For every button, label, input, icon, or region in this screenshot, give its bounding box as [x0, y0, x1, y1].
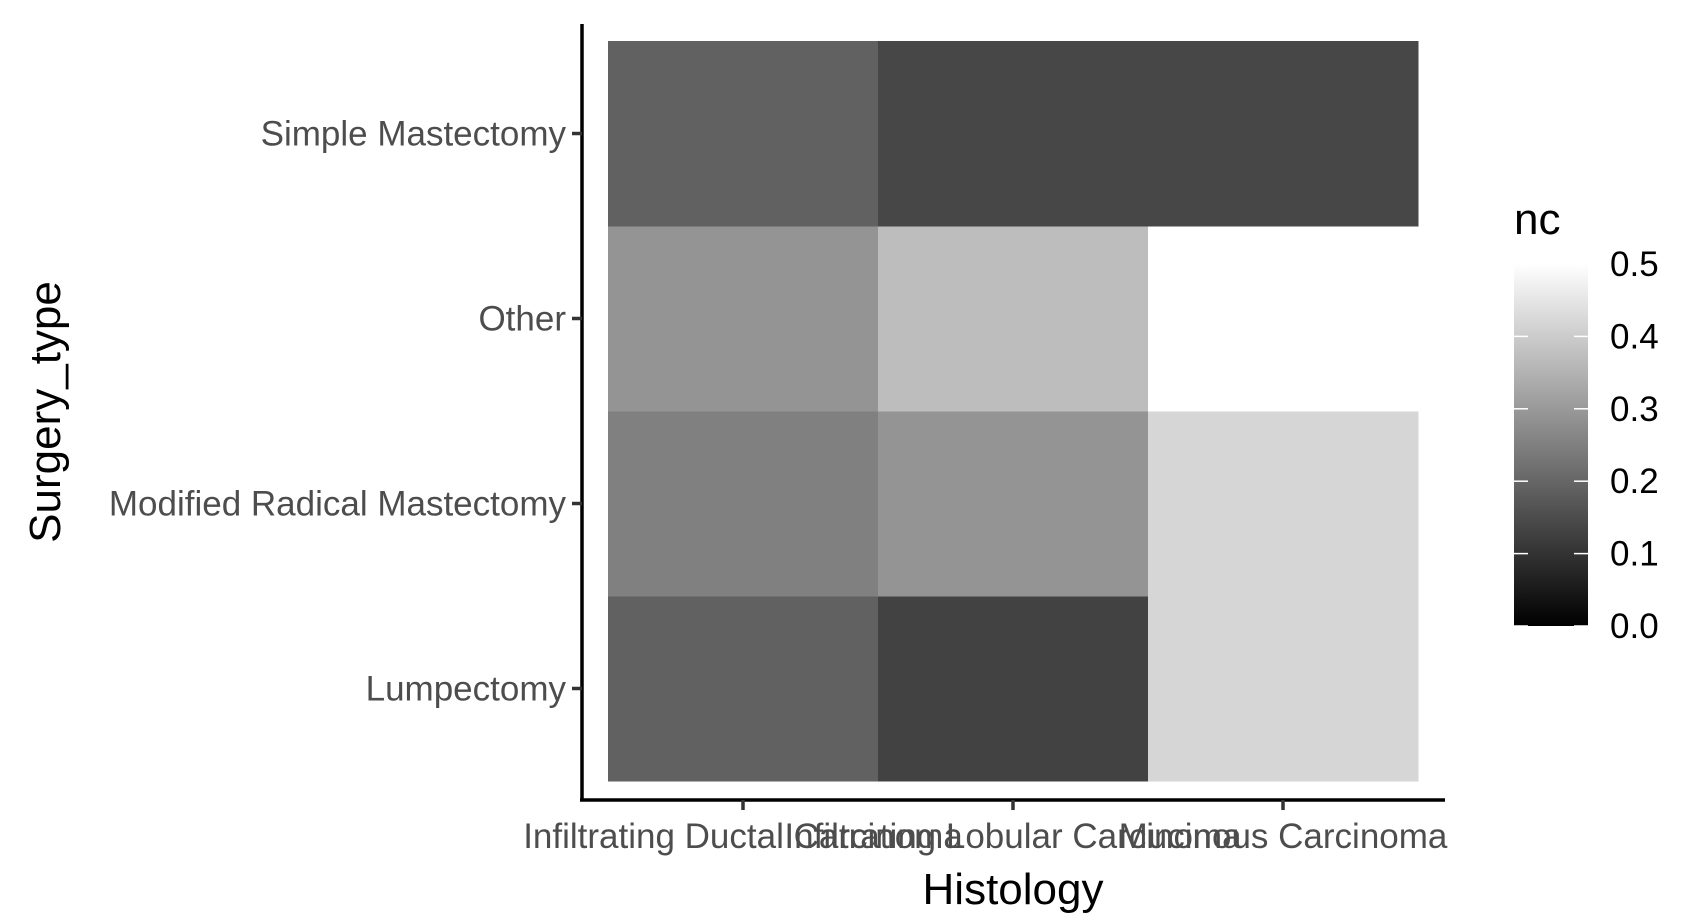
legend-colorbar	[1514, 264, 1588, 626]
legend-break-label: 0.1	[1610, 535, 1659, 574]
legend-title: nc	[1514, 195, 1560, 244]
y-tick-label-other: Other	[478, 300, 566, 339]
heatmap-tile-modified-radical-mastectomy-infiltrating-ductal-carcinoma	[608, 411, 879, 597]
x-axis-ticks: Infiltrating Ductal CarcinomaInfiltratin…	[523, 800, 1448, 856]
y-tick-label-lumpectomy: Lumpectomy	[366, 670, 567, 709]
heatmap-tile-modified-radical-mastectomy-mucinous-carcinoma	[1148, 411, 1419, 597]
heatmap-tile-simple-mastectomy-mucinous-carcinoma	[1148, 41, 1419, 227]
heatmap-tiles	[608, 41, 1419, 782]
heatmap-tile-other-infiltrating-lobular-carcinoma	[878, 226, 1149, 412]
heatmap-tile-other-mucinous-carcinoma	[1148, 226, 1419, 412]
color-legend: nc 0.0 0.1 0.2 0.3 0.4 0.5	[1514, 195, 1659, 646]
legend-break-label: 0.0	[1610, 607, 1659, 646]
x-axis-title: Histology	[923, 865, 1104, 914]
legend-break-label: 0.5	[1610, 245, 1659, 284]
legend-break-label: 0.4	[1610, 317, 1659, 356]
heatmap-tile-lumpectomy-mucinous-carcinoma	[1148, 596, 1419, 782]
legend-breaks: 0.0 0.1 0.2 0.3 0.4 0.5	[1514, 245, 1659, 646]
y-tick-label-modified-radical-mastectomy: Modified Radical Mastectomy	[109, 485, 567, 524]
x-tick-label-infiltrating-ductal-carcinoma: Infiltrating Ductal Carcinoma	[523, 817, 963, 856]
heatmap-tile-lumpectomy-infiltrating-ductal-carcinoma	[608, 596, 879, 782]
legend-break-label: 0.2	[1610, 462, 1659, 501]
heatmap-tile-lumpectomy-infiltrating-lobular-carcinoma	[878, 596, 1149, 782]
y-axis-title: Surgery_type	[21, 281, 70, 543]
heatmap-tile-simple-mastectomy-infiltrating-ductal-carcinoma	[608, 41, 879, 227]
heatmap-tile-other-infiltrating-ductal-carcinoma	[608, 226, 879, 412]
heatmap-tile-modified-radical-mastectomy-infiltrating-lobular-carcinoma	[878, 411, 1149, 597]
x-tick-label-mucinous-carcinoma: Mucinous Carcinoma	[1119, 817, 1448, 856]
y-tick-label-simple-mastectomy: Simple Mastectomy	[261, 115, 567, 154]
legend-break-label: 0.3	[1610, 390, 1659, 429]
x-tick-label-infiltrating-lobular-carcinoma: Infiltrating Lobular Carcinoma	[784, 817, 1242, 856]
heatmap-tile-simple-mastectomy-infiltrating-lobular-carcinoma	[878, 41, 1149, 227]
y-axis-ticks: Lumpectomy Modified Radical Mastectomy Oth…	[109, 115, 582, 709]
